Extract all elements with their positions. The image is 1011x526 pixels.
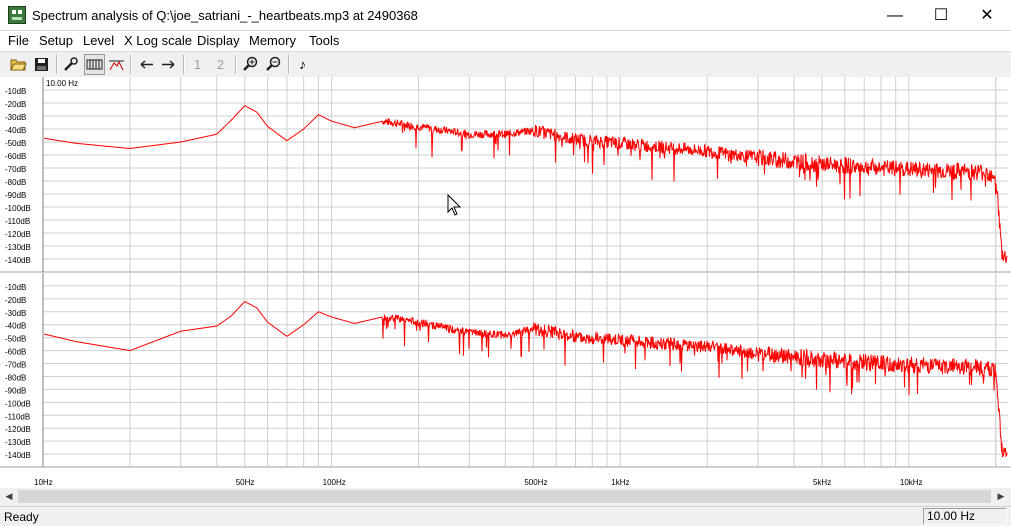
x-tick-label: 10kHz (900, 478, 923, 487)
menu-bar: File Setup Level X Log scale Display Mem… (0, 31, 1011, 51)
y-tick-label: -20dB (5, 296, 26, 305)
menu-file[interactable]: File (8, 33, 29, 48)
y-tick-label: -80dB (5, 178, 26, 187)
y-tick-label: -130dB (5, 243, 31, 252)
x-tick-label: 500Hz (524, 478, 547, 487)
spectrum-plot-area[interactable]: -10dB -20dB -30dB -40dB -50dB -60dB -70dB -80dB… (0, 77, 1011, 488)
x-tick-label: 50Hz (236, 478, 255, 487)
y-tick-label: -70dB (5, 165, 26, 174)
y-tick-label: -140dB (5, 256, 31, 265)
arrow-right-icon[interactable] (158, 54, 179, 75)
x-tick-label: 10Hz (34, 478, 53, 487)
y-tick-label: -10dB (5, 283, 26, 292)
scroll-right-arrow-icon[interactable]: ▶ (997, 491, 1005, 501)
y-tick-label: -90dB (5, 191, 26, 200)
y-tick-label: -120dB (5, 230, 31, 239)
folder-open-icon[interactable] (8, 54, 29, 75)
status-bar: Ready 10.00 Hz (0, 506, 1011, 526)
status-text: Ready (4, 510, 39, 524)
menu-display[interactable]: Display (197, 33, 240, 48)
x-tick-label: 100Hz (323, 478, 346, 487)
x-tick-label: 1kHz (611, 478, 629, 487)
menu-setup[interactable]: Setup (39, 33, 73, 48)
spectrum-curve-bottom (43, 301, 1008, 458)
wrench-settings-icon[interactable] (61, 54, 82, 75)
mouse-cursor-icon (447, 193, 462, 216)
status-frequency: 10.00 Hz (923, 508, 1007, 525)
y-tick-label: -120dB (5, 425, 31, 434)
corner-frequency-label: 10.00 Hz (46, 79, 78, 88)
y-tick-label: -10dB (5, 87, 26, 96)
x-tick-label: 5kHz (813, 478, 831, 487)
window-title: Spectrum analysis of Q:\joe_satriani_-_h… (32, 8, 418, 23)
y-tick-label: -30dB (5, 113, 26, 122)
menu-memory[interactable]: Memory (249, 33, 296, 48)
toolbar-separator (183, 55, 185, 74)
floppy-save-icon[interactable] (31, 54, 52, 75)
close-button[interactable]: ✕ (980, 7, 994, 24)
app-icon (8, 6, 26, 24)
y-tick-label: -50dB (5, 139, 26, 148)
y-tick-label: -20dB (5, 100, 26, 109)
zoom-out-icon[interactable] (263, 54, 284, 75)
zoom-in-icon[interactable] (240, 54, 261, 75)
menu-tools[interactable]: Tools (309, 33, 340, 48)
toolbar-separator (56, 55, 58, 74)
toolbar-separator (288, 55, 290, 74)
scrollbar-track[interactable] (18, 490, 991, 503)
y-tick-label: -140dB (5, 451, 31, 460)
menu-x-log-scale[interactable]: X Log scale (124, 33, 192, 48)
y-tick-label: -90dB (5, 386, 26, 395)
y-tick-label: -40dB (5, 126, 26, 135)
scroll-left-arrow-icon[interactable]: ◀ (5, 491, 13, 501)
spectrum-curve-top (44, 105, 1008, 263)
y-tick-label: -110dB (5, 217, 30, 226)
y-tick-label: -70dB (5, 361, 26, 370)
bars-display-icon[interactable] (84, 54, 105, 75)
y-tick-label: -130dB (5, 438, 31, 447)
horizontal-scrollbar[interactable]: ◀ ▶ (0, 488, 1011, 505)
title-bar: Spectrum analysis of Q:\joe_satriani_-_h… (0, 0, 1011, 31)
spectrum-plot-svg[interactable]: -10dB -20dB -30dB -40dB -50dB -60dB -70dB -80dB… (0, 77, 1011, 488)
y-tick-label: -50dB (5, 335, 26, 344)
minimize-button[interactable]: — (887, 7, 903, 24)
y-tick-label: -60dB (5, 348, 26, 357)
maximize-button[interactable]: ☐ (933, 7, 949, 24)
toolbar-separator (235, 55, 237, 74)
y-tick-label: -100dB (5, 399, 31, 408)
y-tick-label: -100dB (5, 204, 31, 213)
menu-level[interactable]: Level (83, 33, 115, 48)
memory-1-button[interactable]: 1 (193, 57, 202, 72)
music-note-icon[interactable]: ♪ (299, 56, 306, 72)
memory-2-button[interactable]: 2 (216, 57, 225, 72)
y-tick-label: -80dB (5, 373, 26, 382)
toolbar: 1 2 ♪ (0, 51, 1011, 76)
y-tick-label: -40dB (5, 322, 26, 331)
y-tick-label: -30dB (5, 309, 26, 318)
y-tick-label: -110dB (5, 412, 30, 421)
arrow-left-icon[interactable] (136, 54, 157, 75)
y-tick-label: -60dB (5, 152, 26, 161)
toolbar-separator (130, 55, 132, 74)
spectrum-line-icon[interactable] (106, 54, 127, 75)
